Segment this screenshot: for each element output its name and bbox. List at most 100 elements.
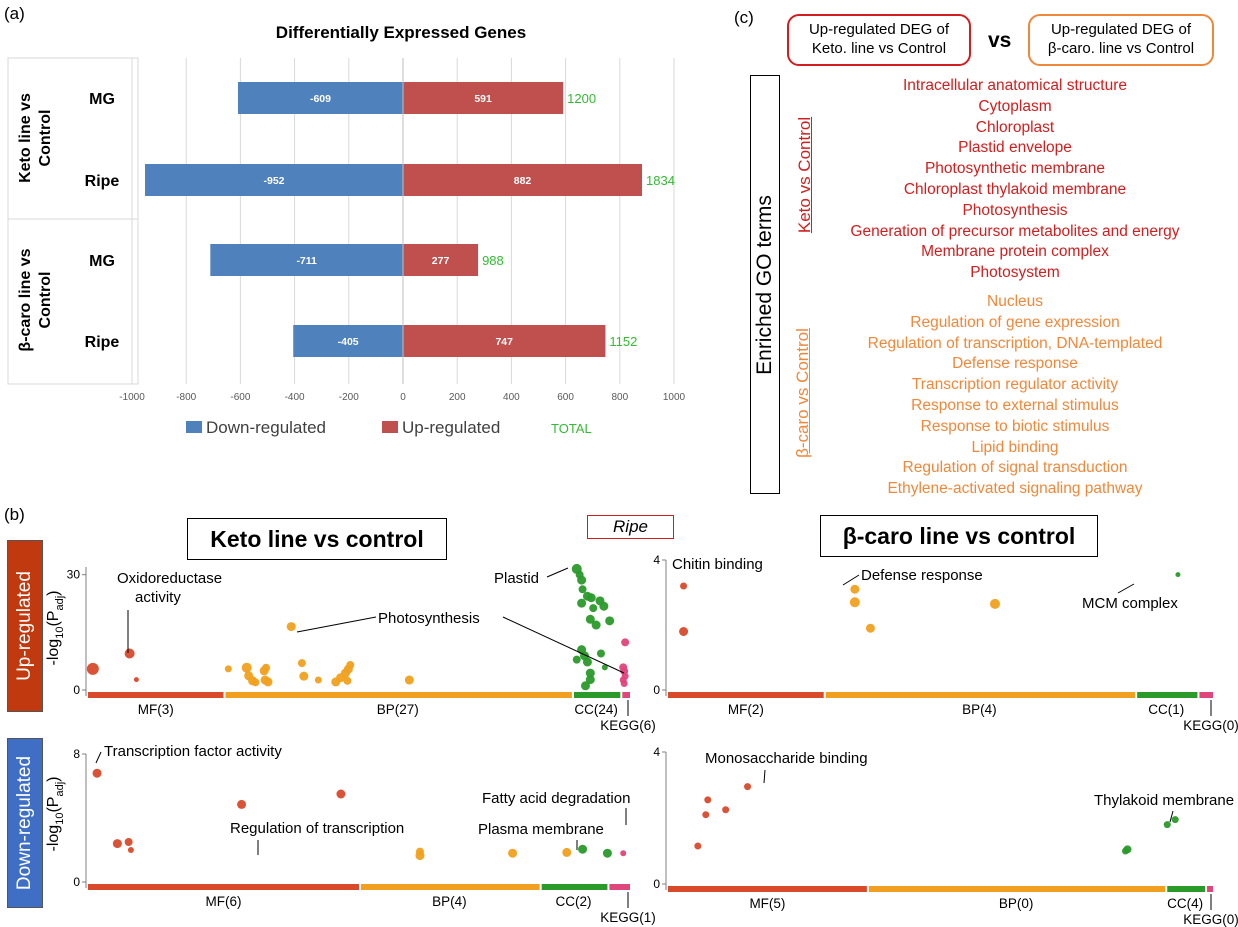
category-label: CC(24) (574, 702, 618, 717)
row-label: MG (89, 91, 115, 108)
up-bar (403, 82, 564, 114)
row-label-down: Down-regulated (7, 738, 43, 908)
category-bar (868, 886, 1166, 892)
annotation-label: Defense response (861, 567, 983, 584)
annotation-leader (296, 616, 377, 633)
y-axis-label-part: ) (45, 777, 62, 782)
category-label: KEGG(1) (600, 910, 656, 925)
data-point (251, 678, 260, 687)
keto-go-term: Membrane protein complex (921, 243, 1109, 261)
y-tick-label: 0 (653, 683, 660, 697)
panel-b-label: (b) (4, 505, 25, 524)
x-tick-label: 800 (611, 392, 628, 403)
bcaro-go-terms: Nucleus Regulation of gene expression Regu… (820, 292, 1210, 500)
annotation-label-oxidoreductase: Oxidoreductase activity (117, 570, 222, 606)
group-label-line1: Keto line vs (17, 93, 34, 183)
data-point (601, 664, 608, 671)
bcaro-go-term: Response to external stimulus (911, 396, 1119, 414)
down-bar (210, 244, 403, 276)
y-axis-label-part: ) (45, 591, 62, 596)
data-point (619, 663, 628, 672)
down-bar-label: -609 (310, 93, 331, 105)
up-bar (403, 244, 479, 276)
data-point (241, 662, 252, 673)
data-point (585, 668, 595, 678)
data-point (619, 676, 627, 684)
y-axis-label: -log10(Padj) (45, 777, 66, 852)
data-point (599, 601, 609, 611)
category-bar (541, 884, 608, 890)
x-tick-label: 1000 (663, 392, 686, 403)
keto-go-term: Cytoplasm (978, 97, 1052, 115)
bcaro-go-term: Regulation of gene expression (910, 313, 1120, 331)
row-label: Ripe (85, 334, 120, 351)
category-label: CC(1) (1148, 702, 1184, 717)
header-bcaro-box: Up-regulated DEG of β-caro. line vs Cont… (1028, 14, 1214, 66)
legend-label-down: Down-regulated (206, 418, 326, 437)
up-bar-label: 882 (514, 175, 532, 187)
up-bar (403, 325, 606, 357)
keto-go-term: Chloroplast thylakoid membrane (903, 180, 1127, 198)
category-label: BP(27) (377, 702, 419, 717)
total-label: 1834 (646, 173, 675, 188)
total-label: 1200 (567, 91, 596, 106)
data-point (595, 596, 605, 606)
data-point (336, 789, 346, 799)
bcaro-go-term: Regulation of signal transduction (902, 459, 1128, 477)
data-point (237, 799, 247, 809)
down-bar (237, 82, 403, 114)
header-keto-box: Up-regulated DEG of Up-regulated DEG of … (787, 14, 971, 66)
data-point (346, 661, 355, 670)
annotation-label: Plasma membrane (478, 821, 604, 838)
legend-label-total: TOTAL (551, 421, 592, 436)
data-point (620, 850, 627, 857)
row-label: Ripe (85, 173, 120, 190)
data-point (621, 638, 630, 647)
y-axis-label-part: adj (54, 782, 66, 797)
data-point (1171, 816, 1179, 824)
data-point (262, 663, 271, 672)
data-point (331, 677, 341, 687)
data-point (578, 844, 588, 854)
data-point (297, 659, 306, 668)
data-point (602, 848, 612, 858)
data-point (1123, 845, 1132, 854)
keto-go-term: Photosynthetic membrane (924, 160, 1106, 178)
data-point (336, 673, 346, 683)
keto-go-term: Chloroplast (975, 118, 1055, 136)
data-point (340, 668, 350, 678)
chart-title: Differentially Expressed Genes (276, 23, 526, 42)
up-bar-label: 747 (495, 336, 513, 348)
category-bar (361, 884, 540, 890)
category-label: CC(4) (1167, 896, 1203, 911)
annotation-leader (842, 574, 860, 586)
category-bar (609, 884, 630, 890)
data-point (850, 584, 860, 594)
x-tick-label: 400 (503, 392, 520, 403)
data-point (508, 848, 518, 858)
category-bar (668, 886, 867, 892)
category-bar (1199, 692, 1213, 698)
keto-go-term: Intracellular anatomical structure (903, 77, 1127, 94)
y-axis-label-part: adj (54, 596, 66, 611)
x-tick-label: 200 (449, 392, 466, 403)
data-point (990, 598, 1000, 609)
data-point (582, 657, 592, 667)
category-label: BP(0) (999, 896, 1034, 911)
category-label: MF(6) (206, 894, 242, 909)
data-point (586, 593, 596, 603)
panel-c-label: (c) (734, 8, 754, 27)
row-label-up: Up-regulated (7, 540, 43, 712)
y-axis-label-part: 10 (54, 627, 66, 639)
header-bcaro-line1: Up-regulated DEG of (1050, 21, 1192, 38)
annotation-label: Photosynthesis (378, 610, 480, 627)
y-tick-label: 0 (653, 877, 660, 891)
legend-label-up: Up-regulated (402, 418, 500, 437)
category-label: BP(4) (962, 702, 997, 717)
data-point (605, 616, 615, 626)
annotation-leader (1117, 583, 1135, 594)
data-point (585, 614, 595, 624)
data-point (299, 671, 309, 681)
down-bar (293, 325, 403, 357)
group-label: Keto line vs Control (17, 93, 54, 183)
